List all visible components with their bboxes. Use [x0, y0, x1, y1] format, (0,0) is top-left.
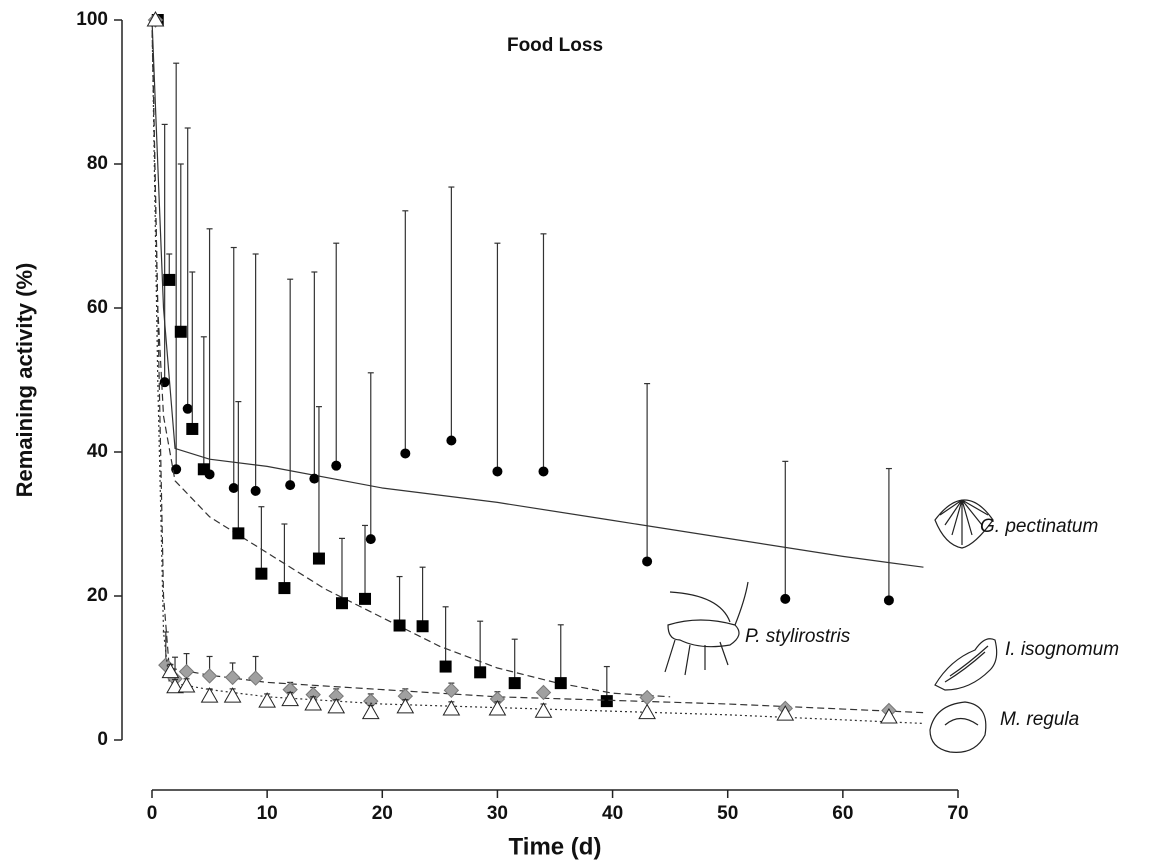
- point: [638, 703, 656, 720]
- species-label: M. regula: [1000, 709, 1079, 730]
- fit-line: [151, 19, 924, 725]
- point: [443, 682, 460, 699]
- point: [304, 694, 323, 711]
- clam-icon: [929, 701, 987, 753]
- point: [223, 687, 242, 703]
- point: [780, 593, 791, 604]
- x-tick-label: 70: [947, 803, 968, 824]
- point: [200, 687, 219, 703]
- point: [365, 534, 376, 545]
- y-tick-label: 0: [97, 729, 108, 750]
- point: [232, 527, 245, 540]
- point: [416, 620, 429, 633]
- point: [554, 677, 567, 690]
- point: [474, 666, 487, 679]
- fit-line: [151, 19, 924, 568]
- point: [600, 695, 613, 708]
- point: [393, 619, 406, 632]
- y-tick-label: 100: [76, 9, 108, 30]
- point: [201, 668, 218, 684]
- point: [228, 483, 239, 493]
- point: [177, 676, 196, 693]
- y-tick-label: 20: [87, 585, 108, 606]
- x-tick-label: 40: [602, 803, 623, 824]
- fit-line: [151, 19, 924, 714]
- point: [281, 690, 300, 707]
- y-tick-label: 60: [87, 297, 108, 318]
- point: [146, 10, 165, 27]
- y-tick-label: 80: [87, 153, 108, 174]
- point: [250, 485, 261, 496]
- point: [255, 567, 268, 580]
- species-label: P. stylirostris: [745, 626, 851, 647]
- species-label: I. isognomum: [1005, 639, 1119, 660]
- point: [883, 595, 894, 606]
- point: [776, 705, 795, 721]
- y-tick-label: 40: [87, 441, 108, 462]
- x-tick-label: 10: [257, 803, 278, 824]
- shell-icon: [934, 499, 994, 549]
- y-axis-label: Remaining activity (%): [12, 263, 37, 498]
- point: [400, 448, 411, 459]
- point: [335, 597, 348, 610]
- point: [166, 677, 184, 694]
- point: [508, 677, 521, 690]
- point: [278, 582, 291, 595]
- x-axis-label: Time (d): [509, 833, 602, 860]
- x-tick-label: 50: [717, 803, 738, 824]
- point: [359, 592, 372, 605]
- point: [174, 325, 187, 338]
- point: [535, 684, 552, 701]
- point: [309, 473, 320, 484]
- point: [178, 663, 195, 680]
- point: [534, 702, 553, 718]
- point: [488, 700, 507, 716]
- point: [258, 692, 277, 708]
- chart-title: Food Loss: [507, 35, 603, 56]
- x-tick-label: 0: [147, 803, 158, 824]
- point: [642, 556, 653, 567]
- point: [538, 466, 549, 477]
- point: [285, 480, 296, 491]
- point: [247, 670, 264, 686]
- x-tick-label: 60: [832, 803, 853, 824]
- point: [163, 273, 176, 286]
- point: [442, 700, 461, 716]
- point: [446, 435, 457, 446]
- point: [161, 662, 180, 679]
- point: [492, 466, 503, 477]
- shrimp-icon: [664, 581, 749, 676]
- point: [639, 689, 655, 706]
- point: [197, 463, 210, 476]
- point: [182, 403, 193, 414]
- point: [439, 660, 452, 673]
- x-tick-label: 30: [487, 803, 508, 824]
- point: [312, 552, 325, 565]
- point: [361, 703, 380, 720]
- species-label: G. pectinatum: [980, 516, 1098, 537]
- fit-line: [151, 19, 671, 698]
- point: [331, 460, 342, 471]
- point: [880, 707, 898, 724]
- point: [224, 669, 241, 686]
- x-tick-label: 20: [372, 803, 393, 824]
- point: [396, 697, 415, 714]
- point: [186, 422, 199, 435]
- oyster-icon: [934, 638, 998, 691]
- point: [327, 697, 346, 714]
